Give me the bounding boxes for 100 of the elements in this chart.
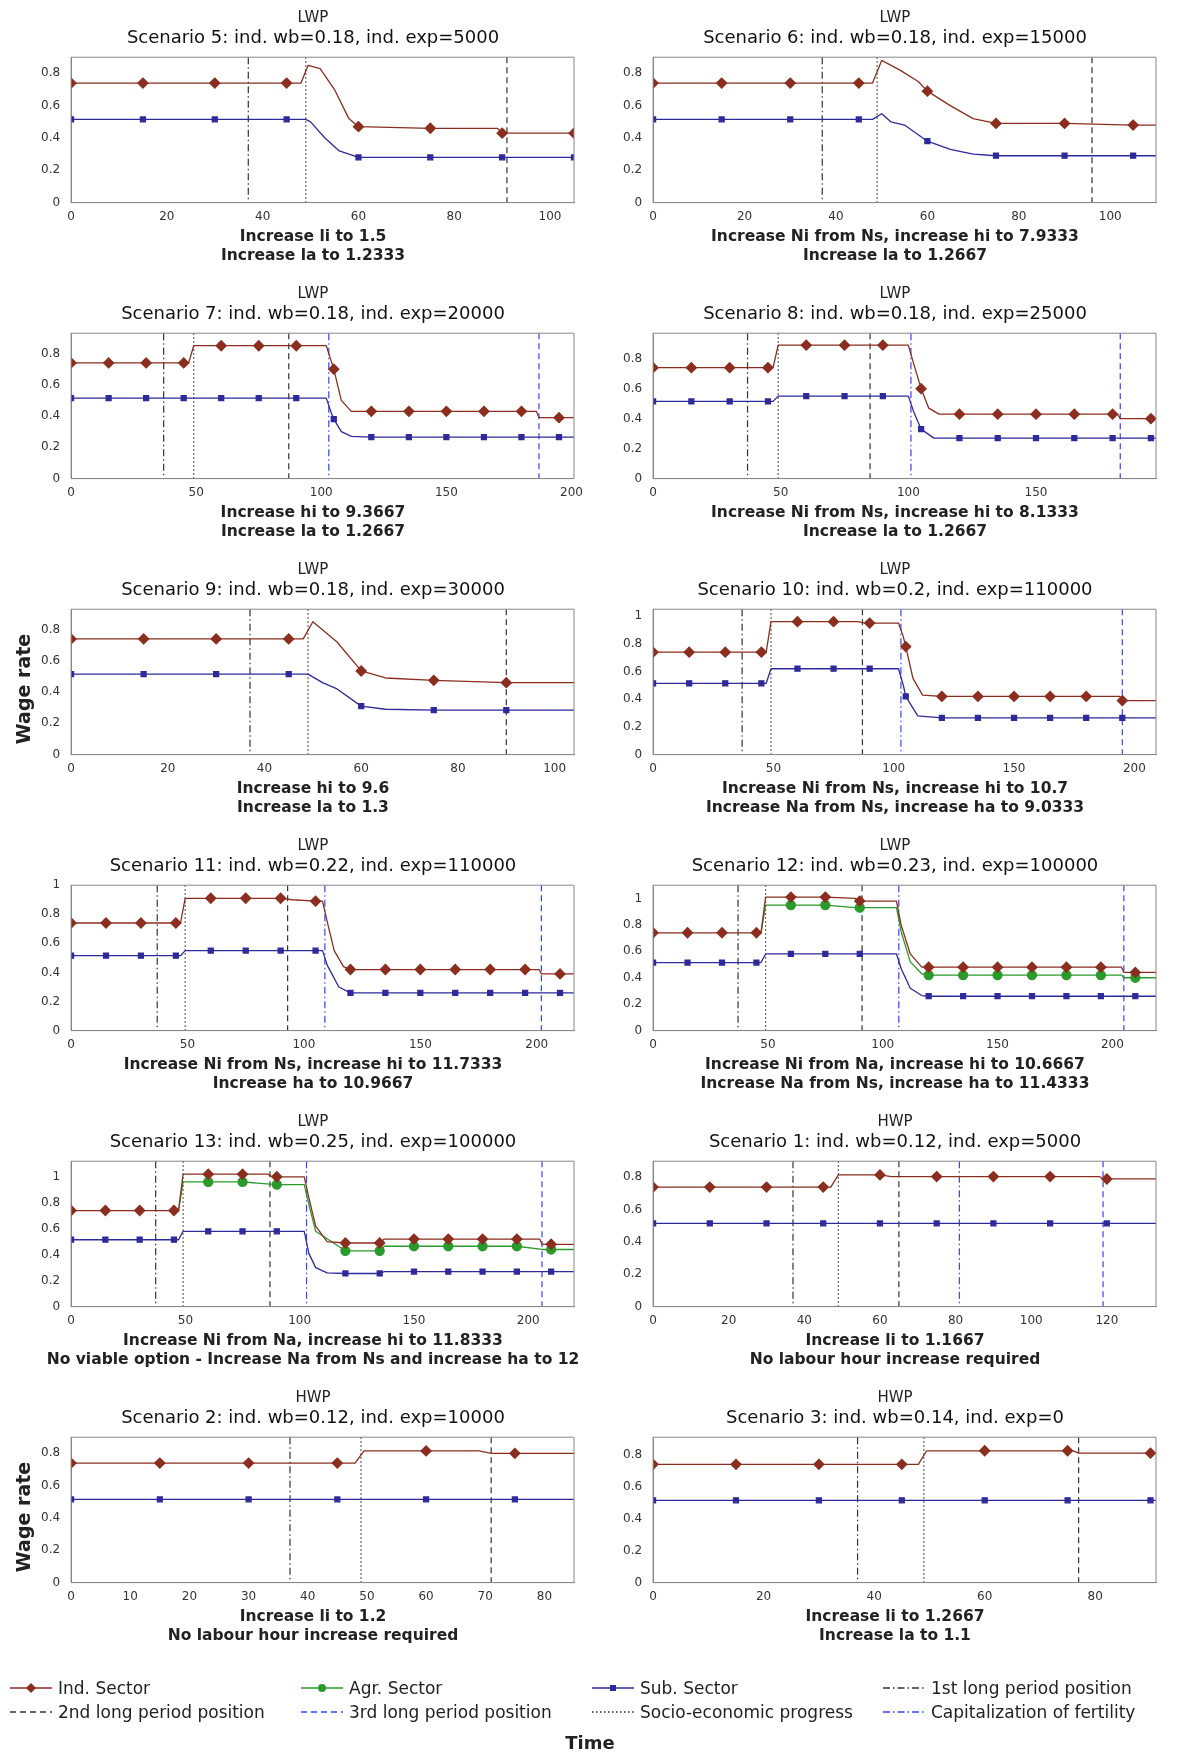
y-tick-label: 0: [634, 1298, 643, 1313]
chart-subtitle: Scenario 10: ind. wb=0.2, ind. exp=110000: [696, 578, 1094, 599]
x-tick-label: 100: [543, 760, 567, 775]
point: [99, 1204, 112, 1217]
point: [1068, 408, 1080, 420]
chart-title: LWP: [296, 1112, 330, 1130]
point: [830, 665, 837, 672]
y-tick-label: 0.4: [622, 691, 643, 706]
y-tick-label: 0.4: [40, 684, 61, 699]
y-tick-label: 0.2: [40, 1542, 61, 1557]
point: [154, 1457, 166, 1469]
text: No labour hour increase required: [748, 1350, 1042, 1369]
point: [704, 1181, 716, 1193]
y-tick-label: 0.6: [40, 935, 61, 950]
point: [981, 1497, 988, 1504]
text: Increase la to 1.2667: [801, 246, 989, 265]
point: [484, 963, 496, 976]
point: [156, 1496, 163, 1503]
y-tick-label: 0: [52, 1298, 61, 1313]
y-tick-label: 0: [52, 746, 61, 761]
point: [414, 963, 426, 976]
point: [170, 1236, 178, 1243]
y-tick-label: 0.8: [622, 65, 643, 80]
point: [178, 357, 190, 369]
point: [1147, 1497, 1154, 1504]
point: [274, 892, 287, 904]
text: Increase Ni from Ns, increase hi to 10.7: [720, 779, 1070, 798]
point: [841, 393, 848, 400]
text: Increase la to 1.1: [818, 1626, 972, 1645]
point: [992, 152, 1000, 159]
chart-title: LWP: [296, 284, 330, 302]
x-tick-label: 100: [1098, 208, 1122, 223]
point: [813, 1458, 825, 1471]
y-tick-label: 0: [52, 1574, 61, 1589]
point: [1071, 435, 1078, 442]
point: [921, 85, 934, 97]
chart-title: LWP: [878, 836, 912, 854]
y-tick-label: 0.8: [40, 1194, 61, 1209]
point: [452, 989, 459, 996]
point: [1095, 969, 1107, 981]
point: [933, 1220, 940, 1227]
point: [931, 1170, 943, 1183]
y-tick-label: 0: [634, 470, 643, 485]
x-tick-label: 150: [434, 484, 458, 499]
x-tick-label: 0: [67, 1588, 75, 1603]
point: [854, 895, 866, 907]
point: [283, 116, 290, 123]
chart-subtitle: Scenario 9: ind. wb=0.18, ind. exp=30000: [120, 578, 506, 599]
point: [956, 435, 963, 442]
chart-title: LWP: [878, 8, 912, 26]
x-tick-label: 50: [765, 760, 782, 775]
x-tick-label: 0: [649, 484, 657, 499]
x-tick-label: 0: [649, 760, 657, 775]
point: [405, 434, 412, 441]
point: [239, 1228, 246, 1235]
chart-title: LWP: [296, 560, 330, 578]
x-tick-label: 200: [560, 484, 583, 499]
point: [923, 961, 935, 973]
x-tick-label: 20: [160, 760, 176, 775]
x-tick-label: 60: [350, 208, 367, 223]
point: [476, 1233, 489, 1245]
x-tick-label: 40: [866, 1588, 882, 1603]
point: [410, 1268, 418, 1275]
x-tick-label: 0: [649, 1588, 657, 1603]
point: [355, 665, 367, 677]
point: [817, 1181, 829, 1193]
point: [1144, 1447, 1156, 1459]
point: [879, 393, 886, 400]
point: [876, 1220, 884, 1227]
y-tick-label: 1: [634, 890, 643, 905]
y-tick-label: 0.4: [40, 964, 61, 979]
text: Increase ha to 10.9667: [211, 1074, 415, 1093]
point: [685, 362, 698, 374]
y-tick-label: 0.4: [40, 408, 61, 423]
y-tick-label: 0.8: [40, 1445, 61, 1460]
point: [815, 1497, 823, 1504]
y-tick-label: 0.4: [40, 1510, 61, 1525]
legend-label: Ind. Sector: [58, 1678, 151, 1698]
point: [716, 927, 728, 939]
x-tick-label: 100: [896, 484, 920, 499]
point: [925, 993, 932, 1000]
text: Increase li to 1.5: [238, 227, 388, 246]
point: [403, 405, 415, 418]
y-tick-label: 0.6: [40, 652, 61, 667]
y-tick-label: 0.8: [622, 635, 643, 650]
point: [819, 891, 831, 903]
y-tick-label: 0.6: [40, 1477, 61, 1492]
point: [408, 1233, 420, 1245]
point: [428, 674, 440, 686]
point: [1116, 694, 1128, 707]
point: [553, 411, 565, 424]
point: [519, 963, 531, 976]
x-tick-label: 80: [947, 1312, 964, 1327]
point: [242, 947, 249, 954]
point: [838, 339, 851, 351]
y-tick-label: 0: [634, 1574, 643, 1589]
point: [874, 1169, 886, 1181]
chart-subtitle: Scenario 6: ind. wb=0.18, ind. exp=15000: [702, 26, 1088, 47]
legend-label: Capitalization of fertility: [931, 1702, 1136, 1722]
point: [443, 434, 450, 441]
